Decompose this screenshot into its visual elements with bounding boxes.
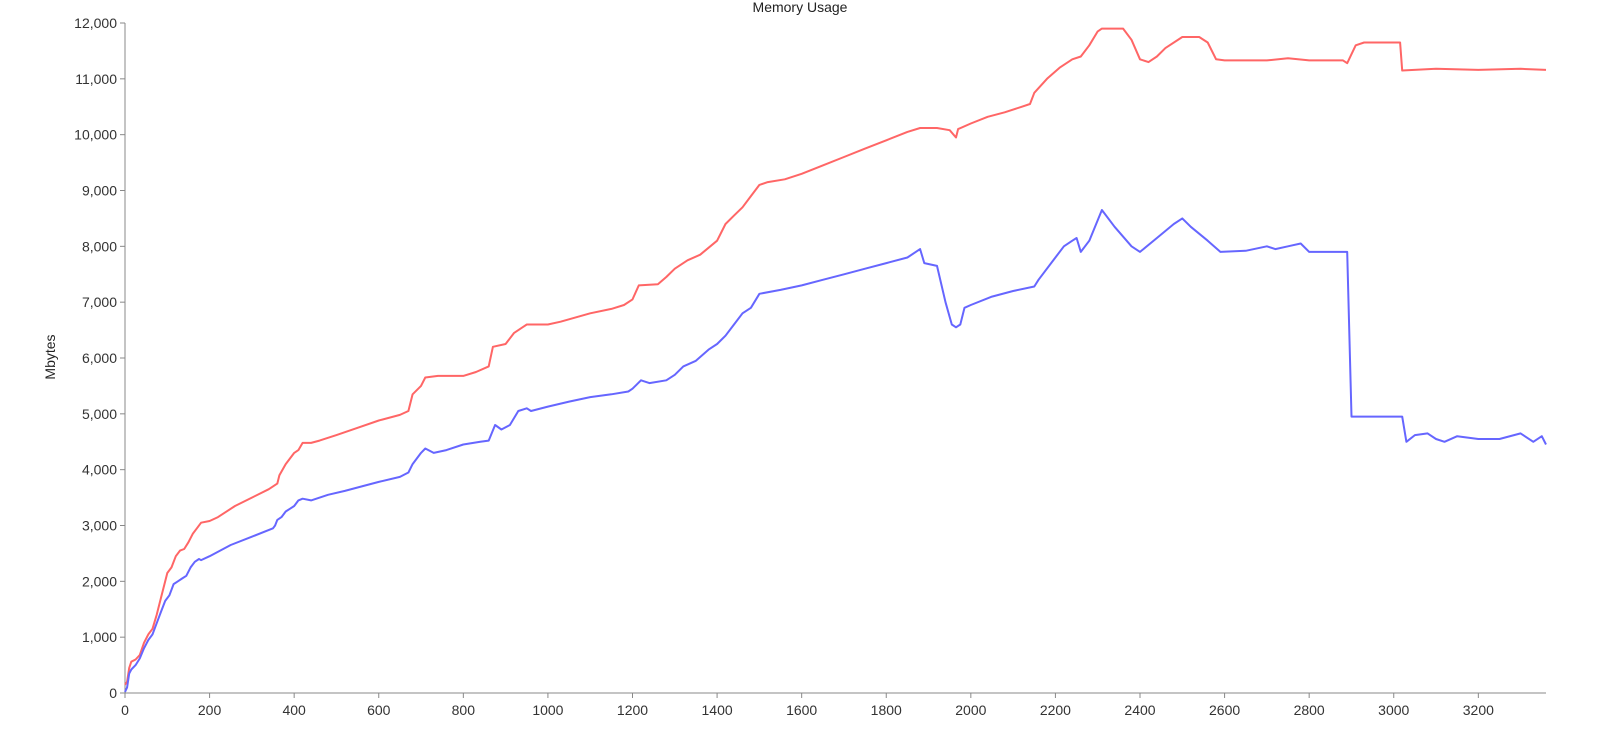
y-tick-label: 0 xyxy=(109,685,117,701)
axes: 0 1,000 2,000 3,000 4,000 5,000 6,000 7,000 8,00… xyxy=(74,15,1546,718)
x-tick-label: 800 xyxy=(452,702,476,718)
y-tick-label: 5,000 xyxy=(82,406,117,422)
y-tick-label: 11,000 xyxy=(75,71,117,87)
x-tick-label: 400 xyxy=(282,702,306,718)
x-tick-label: 1200 xyxy=(617,702,648,718)
y-tick-label: 4,000 xyxy=(82,462,117,478)
x-tick-label: 3200 xyxy=(1463,702,1494,718)
x-tick-label: 600 xyxy=(367,702,391,718)
x-tick-label: 2000 xyxy=(955,702,986,718)
y-tick-label: 7,000 xyxy=(82,294,117,310)
x-tick-label: 1000 xyxy=(532,702,563,718)
y-tick-label: 12,000 xyxy=(74,15,117,31)
y-tick-label: 10,000 xyxy=(74,127,117,143)
x-tick-label: 2200 xyxy=(1040,702,1071,718)
x-tick-label: 1400 xyxy=(702,702,733,718)
chart-title: Memory Usage xyxy=(753,0,848,15)
x-tick-label: 3000 xyxy=(1378,702,1409,718)
y-tick-label: 2,000 xyxy=(82,573,117,589)
series-layer xyxy=(124,27,1547,693)
x-tick-label: 1800 xyxy=(871,702,902,718)
x-tick-label: 1600 xyxy=(786,702,817,718)
series-line-2 xyxy=(124,209,1547,693)
x-tick-label: 200 xyxy=(198,702,222,718)
x-tick-label: 2800 xyxy=(1294,702,1325,718)
x-tick-label: 0 xyxy=(121,702,129,718)
y-tick-label: 6,000 xyxy=(82,350,117,366)
y-tick-label: 1,000 xyxy=(82,629,117,645)
y-tick-label: 9,000 xyxy=(82,183,117,199)
x-tick-label: 2400 xyxy=(1124,702,1155,718)
y-tick-label: 8,000 xyxy=(82,238,117,254)
series-line-1 xyxy=(124,27,1547,686)
x-tick-label: 2600 xyxy=(1209,702,1240,718)
y-tick-label: 3,000 xyxy=(82,518,117,534)
y-axis-title: Mbytes xyxy=(42,334,58,379)
